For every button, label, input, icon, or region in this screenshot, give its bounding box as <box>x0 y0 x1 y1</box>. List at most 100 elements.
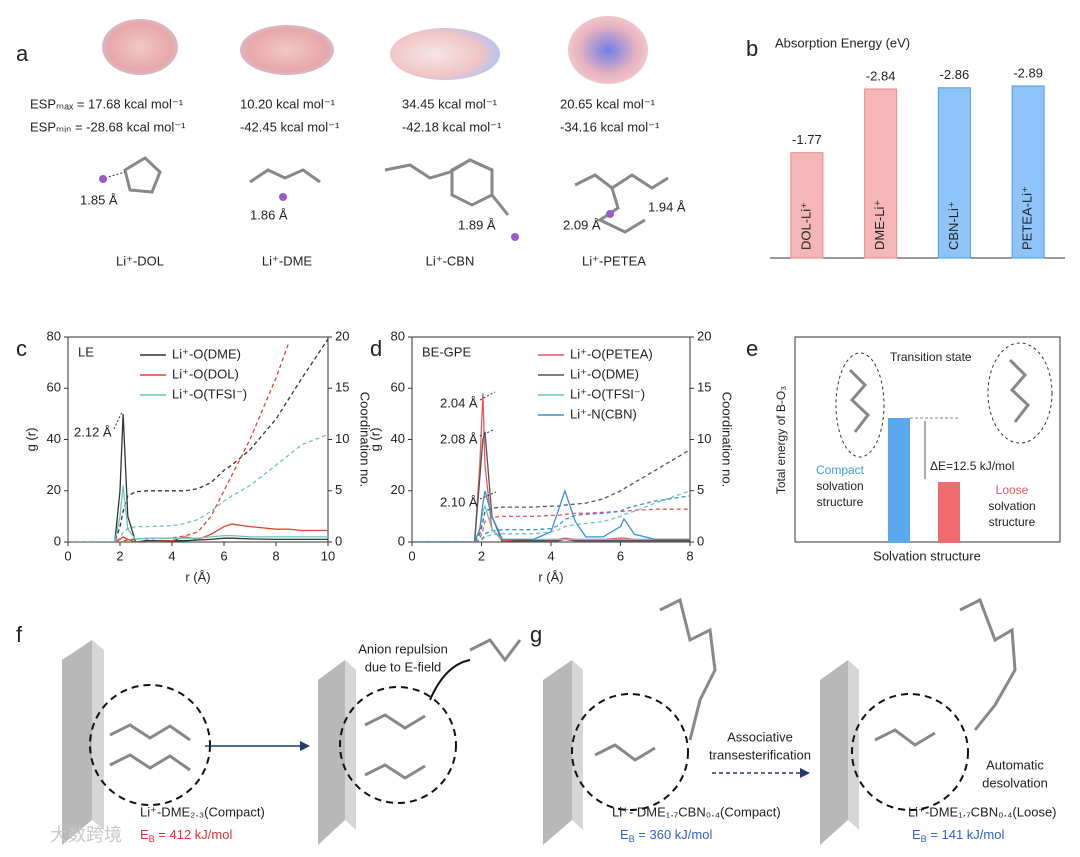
panel-label: a <box>16 41 29 66</box>
coordination-line <box>412 449 690 542</box>
bar <box>790 152 824 259</box>
x-axis-label: r (Å) <box>538 569 563 584</box>
x-axis-label: r (Å) <box>185 569 210 584</box>
rdf-line <box>68 485 328 542</box>
esp-surface <box>102 19 178 75</box>
esp-min: ESPₘᵢₙ = -28.68 kcal mol⁻¹ <box>30 119 186 134</box>
y2-tick-label: 15 <box>335 380 349 395</box>
eb-subscript: B <box>629 834 635 844</box>
coordination-line <box>68 338 328 542</box>
panel-f: Anion repulsion due to E-field Li⁺-DME₂.… <box>62 638 522 845</box>
rdf-line <box>412 504 690 542</box>
molecule <box>249 168 321 184</box>
binding-energy: EB = 412 kJ/mol <box>140 827 232 844</box>
electrode <box>848 660 859 830</box>
panel-label: e <box>746 336 758 361</box>
molecule <box>848 368 871 433</box>
esp-surface <box>568 16 648 84</box>
eb-value: = 412 kJ/mol <box>155 827 233 842</box>
process-label: transesterification <box>709 747 811 762</box>
esp-surfaces <box>102 16 648 84</box>
y2-tick-label: 0 <box>335 533 342 548</box>
x-tick-label: 4 <box>547 548 554 563</box>
annotation-leader <box>479 491 497 500</box>
solvation-circle <box>571 693 689 811</box>
eb-value: = 360 kJ/mol <box>635 827 713 842</box>
distance-label: 1.86 Å <box>250 207 288 222</box>
esp-max: ESPₘₐₓ = 17.68 kcal mol⁻¹ <box>30 96 184 111</box>
electrode <box>62 640 92 845</box>
bar <box>864 88 898 259</box>
structure-name: Li⁺- DME₁.₇CBN₀.₄(Compact) <box>612 804 781 819</box>
value-label: -1.77 <box>792 132 822 147</box>
chart-title: BE-GPE <box>422 344 471 359</box>
x-axis-label: Solvation structure <box>873 548 981 563</box>
legend-label: Li⁺-O(TFSI⁻) <box>570 386 645 401</box>
molecule <box>594 743 656 762</box>
loose-label: solvation <box>988 499 1035 513</box>
esp-max: 20.65 kcal mol⁻¹ <box>560 96 656 111</box>
annotation-leader <box>113 411 123 430</box>
y2-tick-label: 15 <box>697 380 711 395</box>
coordination-bond <box>104 171 126 179</box>
panel-label: b <box>746 36 758 61</box>
process-label: Associative <box>727 729 793 744</box>
energy-bar <box>888 418 910 543</box>
molecule-name: Li⁺-CBN <box>426 253 475 268</box>
annotation-leader <box>479 429 494 437</box>
y-axis-label: g (r) <box>23 428 38 452</box>
y-axis-label: Total energy of B-O₃ <box>774 386 788 494</box>
rdf-line <box>412 488 690 542</box>
x-tick-label: 8 <box>686 548 693 563</box>
legend-label: Li⁺-O(TFSI⁻) <box>172 386 247 401</box>
x-tick-label: DME-Li⁺ <box>872 200 887 250</box>
solvation-circle <box>851 693 969 811</box>
legend-label: Li⁺-O(PETEA) <box>570 346 653 361</box>
electrode <box>543 660 572 845</box>
y-tick-label: 60 <box>47 380 61 395</box>
x-tick-label: 10 <box>321 548 335 563</box>
panel-label: g <box>530 622 542 647</box>
compact-label: structure <box>817 495 864 509</box>
annotation: 2.10 Å <box>440 494 478 509</box>
binding-energy: EB = 360 kJ/mol <box>620 827 712 844</box>
y2-axis-label: Coordination no. <box>358 392 373 487</box>
dashed-ellipse <box>987 342 1053 444</box>
dashed-ellipse <box>835 352 885 458</box>
x-tick-label: 6 <box>617 548 624 563</box>
structure-name: Li⁺-DME₂.₃(Compact) <box>140 804 265 819</box>
desolvation-label: Automatic <box>986 757 1044 772</box>
solvation-circle <box>339 686 457 804</box>
compact-label: Compact <box>816 463 865 477</box>
y-tick-label: 40 <box>391 431 405 446</box>
y2-tick-label: 5 <box>697 482 704 497</box>
x-tick-label: 6 <box>220 548 227 563</box>
molecule <box>109 723 191 742</box>
distance-label: 1.89 Å <box>458 217 496 232</box>
esp-surface <box>240 25 334 75</box>
annotation-leader <box>479 391 496 401</box>
rdf-line <box>412 431 690 542</box>
y-tick-label: 60 <box>391 380 405 395</box>
y-tick-label: 0 <box>54 533 61 548</box>
y-tick-label: 80 <box>47 328 61 343</box>
molecule <box>659 597 717 741</box>
y-axis-label: g (r) <box>367 428 382 452</box>
chart-title: LE <box>78 344 94 359</box>
molecule <box>123 156 162 194</box>
molecule <box>1008 358 1031 423</box>
y-tick-label: 0 <box>398 533 405 548</box>
y2-tick-label: 20 <box>335 328 349 343</box>
curved-arrow <box>429 659 471 701</box>
electrode <box>318 660 345 845</box>
molecule <box>364 763 426 780</box>
plot-area <box>412 393 690 542</box>
esp-min: -42.18 kcal mol⁻¹ <box>402 119 502 134</box>
electrode <box>820 660 848 845</box>
annotation: 2.08 Å <box>440 431 478 446</box>
loose-label: Loose <box>996 483 1029 497</box>
x-tick-label: 4 <box>168 548 175 563</box>
eb-symbol: E <box>140 827 149 842</box>
